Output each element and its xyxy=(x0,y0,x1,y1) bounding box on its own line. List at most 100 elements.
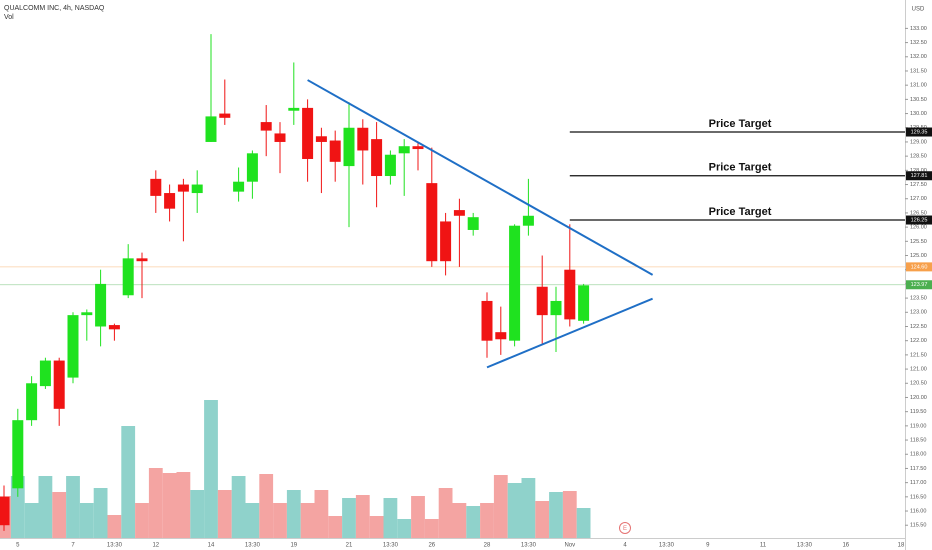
volume-bar xyxy=(562,491,577,538)
candle-body xyxy=(191,184,203,194)
y-tick-label: 116.50 xyxy=(910,494,926,500)
trendline xyxy=(486,297,653,369)
candle-body xyxy=(453,210,465,216)
x-tick-label: 5 xyxy=(16,543,20,549)
y-tick-label: 118.00 xyxy=(910,452,926,458)
y-tick-label: 122.00 xyxy=(910,338,927,344)
x-tick-label: 9 xyxy=(706,543,710,549)
volume-bar xyxy=(135,503,149,538)
price-target-label: Price Target xyxy=(709,206,772,218)
x-tick-label: 21 xyxy=(346,543,353,549)
volume-bar xyxy=(217,490,232,538)
candle-body xyxy=(467,217,479,230)
volume-bar xyxy=(355,495,370,538)
volume-bar xyxy=(38,476,53,538)
candle-body xyxy=(329,140,341,162)
y-tick-label: 119.50 xyxy=(910,409,926,415)
x-tick-label: 28 xyxy=(484,543,491,549)
y-tick-label: 120.00 xyxy=(910,395,927,401)
volume-bar xyxy=(438,488,453,538)
volume-bar xyxy=(10,476,25,538)
y-tick-label: 117.50 xyxy=(910,466,926,472)
candle-body xyxy=(440,221,452,262)
candle-body xyxy=(12,420,24,489)
y-tick-label: 132.00 xyxy=(910,54,927,60)
volume-bar xyxy=(466,506,481,538)
plot-area xyxy=(0,34,905,538)
volume-bar xyxy=(521,478,536,538)
volume-label: Vol xyxy=(4,14,14,21)
price-target-value: 126.25 xyxy=(911,217,928,223)
candle-body xyxy=(481,300,493,341)
volume-bar xyxy=(245,503,260,538)
x-tick-label: 13:30 xyxy=(521,543,537,549)
volume-bar xyxy=(549,492,563,538)
volume-bar xyxy=(300,503,315,538)
candle-body xyxy=(398,146,410,154)
volume-bar xyxy=(273,503,287,538)
candle-body xyxy=(0,496,10,526)
price-line-label: 123.97 xyxy=(911,282,928,288)
candle-body xyxy=(426,183,438,262)
volume-bar xyxy=(93,488,108,538)
y-tick-label: 131.50 xyxy=(910,68,927,74)
candle-body xyxy=(274,133,286,142)
y-tick-label: 126.00 xyxy=(910,225,927,231)
price-line-box xyxy=(906,262,932,272)
y-tick-label: 127.50 xyxy=(910,182,927,188)
y-tick-label: 125.50 xyxy=(910,239,927,245)
volume-bar xyxy=(107,515,122,538)
y-tick-label: 129.00 xyxy=(910,139,927,145)
candle-body xyxy=(164,193,176,209)
volume-bar xyxy=(176,472,191,538)
volume-bar xyxy=(493,475,508,538)
price-line-label: 124.60 xyxy=(911,264,928,270)
price-target-value: 129.35 xyxy=(911,129,928,135)
candle-body xyxy=(357,127,369,151)
candle-body xyxy=(522,215,534,226)
x-tick-label: 14 xyxy=(208,543,215,549)
y-tick-label: 133.00 xyxy=(910,26,927,32)
y-tick-label: 121.50 xyxy=(910,352,927,358)
price-line-box xyxy=(906,280,932,290)
volume-bar xyxy=(383,498,398,538)
x-tick-label: 4 xyxy=(623,543,627,549)
candle-body xyxy=(578,285,590,321)
x-tick-label: 13:30 xyxy=(107,543,123,549)
candle-body xyxy=(288,107,300,111)
candle-body xyxy=(177,184,189,192)
volume-bar xyxy=(231,476,246,538)
price-target-box xyxy=(906,171,932,181)
volume-bar xyxy=(507,483,522,538)
y-tick-label: 122.50 xyxy=(910,324,927,330)
currency-label: USD xyxy=(912,7,925,13)
volume-bar xyxy=(190,490,205,538)
candle-body xyxy=(302,107,314,159)
price-target-value: 127.81 xyxy=(911,173,928,179)
candle-body xyxy=(122,258,134,296)
volume-bar xyxy=(535,501,550,538)
earnings-label: E xyxy=(623,526,627,532)
volume-bar xyxy=(452,503,467,538)
candle-body xyxy=(384,154,396,177)
y-tick-label: 131.00 xyxy=(910,83,927,89)
candle-body xyxy=(233,181,245,192)
volume-bar xyxy=(148,468,163,538)
y-tick-label: 128.00 xyxy=(910,168,927,174)
price-target-label: Price Target xyxy=(709,118,772,130)
volume-bar xyxy=(121,426,136,538)
candle-body xyxy=(343,127,355,167)
y-tick-label: 116.00 xyxy=(910,508,926,514)
y-tick-label: 130.00 xyxy=(910,111,927,117)
y-tick-label: 120.50 xyxy=(910,381,927,387)
y-tick-label: 126.50 xyxy=(910,210,927,216)
y-tick-label: 125.00 xyxy=(910,253,927,259)
volume-bar xyxy=(79,503,94,538)
candle-body xyxy=(536,286,548,316)
candle-body xyxy=(412,146,424,150)
y-tick-label: 119.00 xyxy=(910,423,926,429)
candle-body xyxy=(67,315,79,378)
y-tick-label: 121.00 xyxy=(910,367,927,373)
candle-body xyxy=(39,360,51,387)
